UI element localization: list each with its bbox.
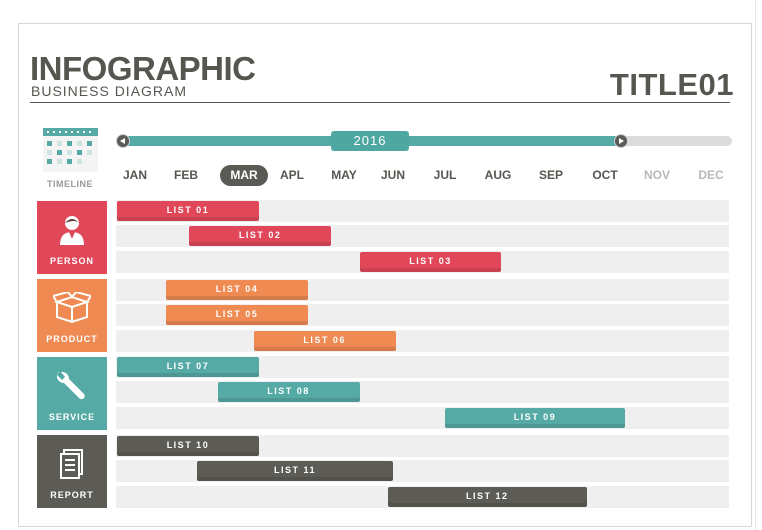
task-bar-list-08[interactable]: LIST 08 [217, 382, 360, 402]
arrow-left-icon [120, 138, 125, 144]
month-aug[interactable]: AUG [484, 168, 512, 182]
month-dec[interactable]: DEC [698, 168, 724, 182]
timeline-end-handle[interactable] [614, 134, 628, 148]
month-may[interactable]: MAY [331, 168, 357, 182]
calendar-icon [43, 128, 98, 172]
task-bar-list-01[interactable]: LIST 01 [117, 201, 259, 221]
subtitle: BUSINESS DIAGRAM [31, 83, 188, 99]
gantt-row [116, 435, 729, 457]
task-bar-list-11[interactable]: LIST 11 [196, 461, 394, 481]
document-icon [52, 447, 92, 481]
month-oct[interactable]: OCT [592, 168, 618, 182]
gantt-row [116, 200, 729, 222]
year-badge: 2016 [331, 131, 409, 151]
task-bar-list-07[interactable]: LIST 07 [117, 357, 259, 377]
month-nov[interactable]: NOV [643, 168, 670, 182]
task-bar-list-05[interactable]: LIST 05 [166, 305, 308, 325]
main-title: INFOGRAPHIC [30, 50, 256, 87]
gantt-row [116, 356, 729, 378]
timeline-label: TIMELINE [47, 179, 93, 189]
month-apl[interactable]: APL [280, 168, 304, 182]
category-product: PRODUCT [37, 279, 107, 352]
task-bar-list-12[interactable]: LIST 12 [387, 487, 587, 507]
category-label: PRODUCT [46, 334, 98, 344]
arrow-right-icon [619, 138, 624, 144]
window-edge [755, 0, 756, 530]
category-service: SERVICE [37, 357, 107, 430]
task-bar-list-10[interactable]: LIST 10 [117, 436, 259, 456]
gantt-row [116, 407, 729, 429]
category-person: PERSON [37, 201, 107, 274]
category-label: PERSON [49, 256, 94, 266]
gantt-row [116, 381, 729, 403]
wrench-icon [52, 369, 92, 403]
month-jan[interactable]: JAN [122, 168, 147, 182]
task-bar-list-06[interactable]: LIST 06 [253, 331, 396, 351]
month-mar[interactable]: MAR [220, 165, 268, 186]
title-right: TITLE01 [609, 67, 734, 102]
task-bar-list-03[interactable]: LIST 03 [359, 252, 502, 272]
task-bar-list-02[interactable]: LIST 02 [189, 226, 332, 246]
month-sep[interactable]: SEP [538, 168, 563, 182]
person-icon [52, 213, 92, 247]
category-label: SERVICE [48, 412, 96, 422]
category-label: REPORT [50, 490, 94, 500]
category-report: REPORT [37, 435, 107, 508]
timeline-start-handle[interactable] [116, 134, 130, 148]
month-feb[interactable]: FEB [174, 168, 198, 182]
task-bar-list-04[interactable]: LIST 04 [166, 280, 308, 300]
month-jun[interactable]: JUN [380, 168, 405, 182]
gantt-row [116, 330, 729, 352]
box-icon [52, 291, 92, 325]
task-bar-list-09[interactable]: LIST 09 [444, 408, 626, 428]
header-divider [30, 102, 730, 103]
month-jul[interactable]: JUL [433, 168, 457, 182]
